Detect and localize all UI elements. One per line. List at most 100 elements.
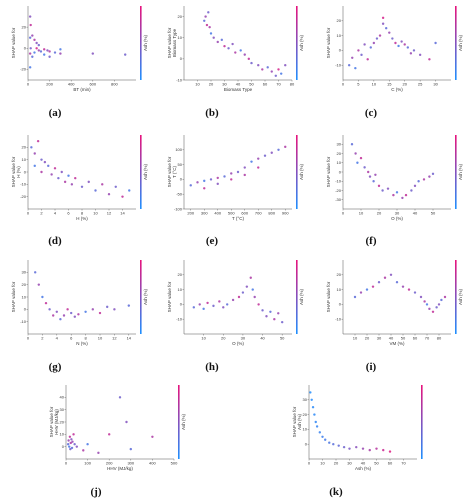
x-tick-label: 10 (98, 336, 103, 341)
data-point (70, 183, 74, 186)
x-tick-label: 700 (255, 211, 262, 216)
data-point (274, 74, 277, 77)
data-point (284, 145, 287, 149)
data-point (129, 447, 132, 451)
data-point (431, 310, 435, 313)
colorbar (455, 6, 457, 80)
y-axis-label: SHAP value forAsh (%) (292, 406, 302, 437)
data-point (127, 304, 130, 307)
colorbar-label: Ash (%) (458, 164, 463, 181)
data-point (203, 187, 206, 190)
data-point (280, 320, 284, 324)
x-axis-label: VM (%) (390, 341, 406, 346)
data-point (212, 36, 215, 39)
data-point (121, 195, 124, 198)
data-point (369, 46, 372, 49)
data-point (205, 23, 209, 27)
data-point (401, 285, 405, 288)
data-point (86, 443, 89, 446)
x-tick-label: 900 (282, 211, 289, 216)
data-point (68, 445, 71, 448)
x-tick-label: 800 (268, 211, 275, 216)
x-tick-label: 12 (107, 211, 112, 216)
x-tick-label: 60 (413, 336, 418, 341)
data-point (394, 41, 397, 45)
x-axis-label: HHV (MJ/kg) (107, 466, 133, 471)
data-point (403, 43, 406, 46)
data-point (269, 310, 272, 313)
x-tick-label: 50 (374, 461, 379, 466)
y-tick-label: 10 (337, 287, 342, 292)
data-point (47, 164, 50, 168)
data-point (59, 318, 62, 321)
y-axis-label: SHAP value for (11, 27, 16, 58)
y-tick-label: -10 (335, 317, 342, 322)
x-tick-label: 40 (389, 336, 394, 341)
data-point (391, 37, 394, 40)
data-point (409, 52, 413, 55)
y-tick-label: 20 (337, 151, 342, 156)
x-tick-label: 800 (111, 82, 118, 87)
data-point (435, 306, 438, 309)
data-point (243, 166, 246, 169)
y-axis-label: SHAP value for (167, 281, 172, 312)
data-point (397, 44, 400, 48)
data-point (73, 443, 76, 446)
data-point (417, 180, 420, 183)
data-point (231, 298, 235, 302)
x-tick-label: 600 (89, 82, 96, 87)
x-tick-label: 50 (249, 82, 254, 87)
x-tick-label: 600 (241, 211, 248, 216)
data-point (67, 439, 70, 442)
data-point (250, 160, 253, 163)
data-point (207, 11, 210, 14)
x-tick-label: 12 (112, 336, 117, 341)
data-point (371, 285, 375, 288)
data-point (367, 170, 370, 174)
data-point (368, 448, 371, 452)
y-tick-label: 0 (339, 48, 342, 53)
data-point (428, 58, 431, 61)
x-tick-label: 0 (342, 211, 345, 216)
y-tick-label: 20 (303, 412, 308, 417)
data-point (220, 38, 223, 42)
data-point (388, 31, 391, 34)
x-tick-label: 30 (433, 82, 438, 87)
data-point (366, 58, 369, 61)
y-tick-label: -10 (176, 77, 183, 82)
data-point (407, 288, 411, 291)
data-point (72, 433, 75, 436)
data-point (39, 50, 43, 53)
data-point (363, 166, 366, 169)
colorbar (421, 385, 423, 459)
y-tick-label: 30 (337, 142, 342, 147)
data-point (270, 151, 273, 154)
data-point (363, 43, 366, 46)
chart-panel-i: 10 20 30 40 50 60 70 80 -10 0 10 20 VM (%) SHAP value… (326, 258, 467, 346)
x-tick-label: 4 (54, 211, 57, 216)
data-point (48, 55, 51, 58)
x-axis-label: T (°C) (232, 216, 244, 221)
data-point (359, 156, 363, 160)
data-point (375, 37, 379, 40)
panel-label-c: (c) (364, 107, 378, 119)
x-tick-label: 30 (241, 336, 246, 341)
data-point (350, 143, 354, 146)
data-point (70, 311, 73, 315)
x-tick-label: 70 (425, 336, 430, 341)
x-axis-label: O (%) (232, 341, 244, 346)
data-point (261, 309, 264, 312)
data-point (212, 304, 215, 308)
data-point (125, 420, 128, 424)
data-point (315, 425, 319, 428)
x-tick-label: 80 (290, 82, 295, 87)
data-point (124, 53, 127, 56)
data-point (332, 443, 335, 446)
data-point (368, 175, 372, 178)
data-point (216, 182, 219, 186)
y-tick-label: 30 (60, 407, 65, 412)
x-tick-label: 25 (418, 82, 423, 87)
data-point (77, 313, 80, 316)
chart-panel-g: 0 2 4 6 8 10 12 14 -10 0 10 20 30 N (%) SHAP value for… (11, 258, 152, 346)
data-point (428, 307, 431, 311)
